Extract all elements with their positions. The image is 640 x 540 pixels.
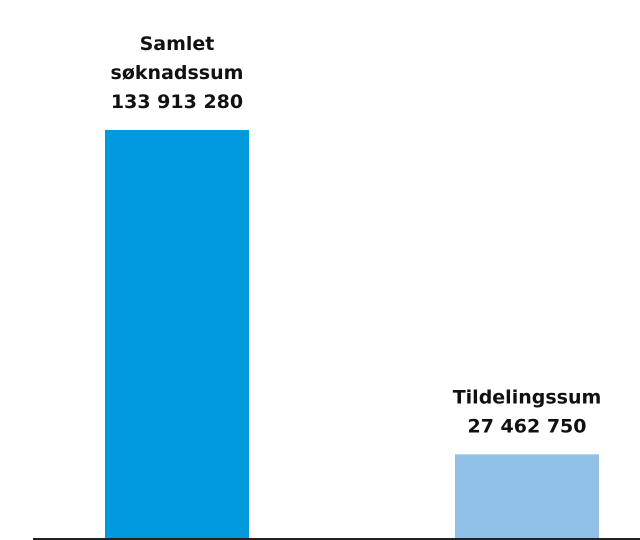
bar-1-label-line-3: 133 913 280 (111, 91, 243, 113)
bar-2-label-line-2: 27 462 750 (468, 415, 587, 437)
bar-labels-group: Samlet søknadssum 133 913 280 Tildelingssum… (111, 33, 602, 437)
bar-2 (455, 454, 599, 538)
bars-group (105, 130, 599, 538)
bar-1-label-line-2: søknadssum (111, 62, 244, 84)
bar-2-label-line-1: Tildelingssum (453, 386, 602, 408)
bar-1-label-line-1: Samlet (140, 33, 215, 55)
bar-1 (105, 130, 249, 538)
